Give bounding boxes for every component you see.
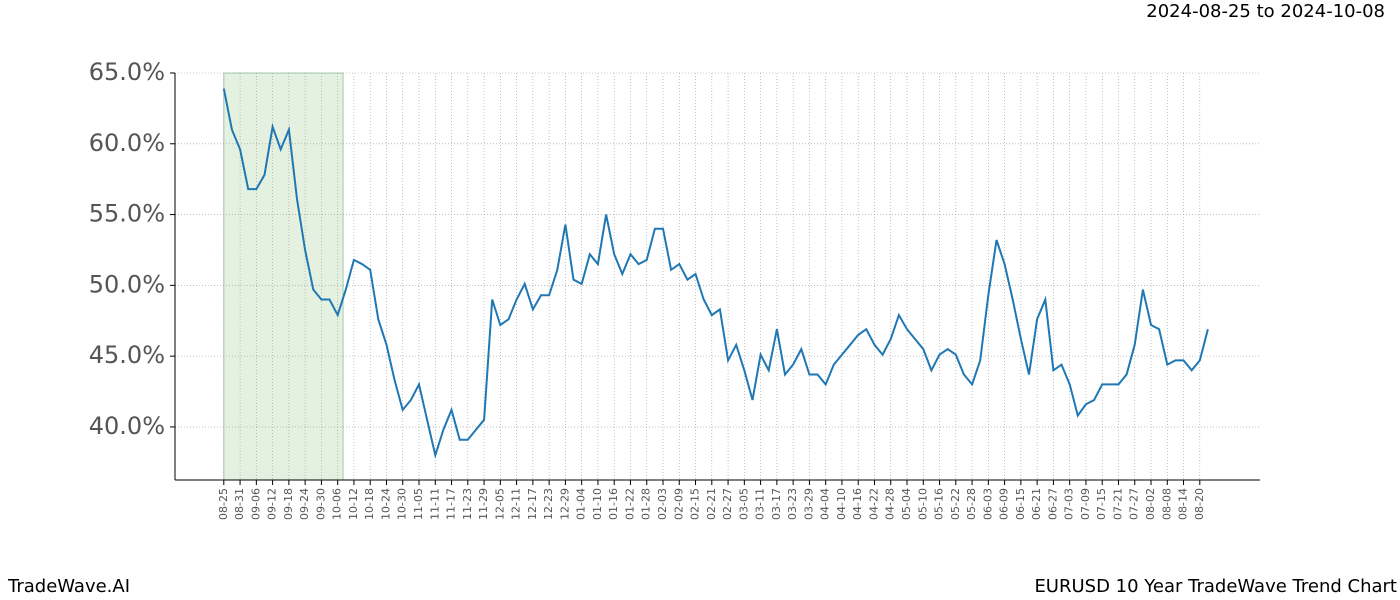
y-tick-label: 60.0% <box>89 129 165 157</box>
chart-title: EURUSD 10 Year TradeWave Trend Chart <box>1034 576 1397 597</box>
x-tick-label: 10-06 <box>331 488 344 520</box>
y-tick-label: 40.0% <box>89 412 165 440</box>
x-tick-label: 12-29 <box>558 488 571 520</box>
x-tick-label: 12-23 <box>542 488 555 520</box>
x-tick-label: 08-14 <box>1177 488 1190 520</box>
x-tick-label: 01-04 <box>575 488 588 520</box>
x-tick-label: 07-09 <box>1079 488 1092 520</box>
highlight-band <box>223 72 344 481</box>
x-tick-label: 02-27 <box>721 488 734 520</box>
x-tick-label: 01-22 <box>623 488 636 520</box>
y-tick-label: 45.0% <box>89 341 165 369</box>
x-tick-label: 06-21 <box>1030 488 1043 520</box>
x-tick-label: 03-23 <box>786 488 799 520</box>
brand: TradeWave.AI <box>7 576 130 597</box>
x-tick-label: 09-30 <box>314 488 327 520</box>
x-tick-label: 05-04 <box>900 488 913 520</box>
x-tick-label: 08-20 <box>1193 488 1206 520</box>
x-tick-label: 10-24 <box>379 488 392 520</box>
x-tick-label: 07-03 <box>1063 488 1076 520</box>
x-tick-label: 12-11 <box>510 488 523 520</box>
y-tick-label: 55.0% <box>89 200 165 228</box>
x-tick-label: 05-10 <box>916 488 929 520</box>
x-tick-label: 07-27 <box>1128 488 1141 520</box>
x-tick-label: 04-28 <box>884 488 897 520</box>
x-tick-label: 02-15 <box>689 488 702 520</box>
x-tick-label: 09-12 <box>266 488 279 520</box>
x-tick-label: 08-31 <box>233 488 246 520</box>
x-tick-label: 08-08 <box>1160 488 1173 520</box>
x-tick-label: 04-16 <box>851 488 864 520</box>
x-tick-label: 09-18 <box>282 488 295 520</box>
x-tick-label: 05-16 <box>933 488 946 520</box>
x-tick-label: 10-12 <box>347 488 360 520</box>
x-tick-label: 02-03 <box>656 488 669 520</box>
x-tick-label: 09-06 <box>249 488 262 520</box>
x-tick-label: 03-17 <box>770 488 783 520</box>
x-tick-label: 11-29 <box>477 488 490 520</box>
x-tick-label: 09-24 <box>298 488 311 520</box>
x-tick-label: 01-16 <box>607 488 620 520</box>
x-tick-label: 04-10 <box>835 488 848 520</box>
x-tick-label: 03-05 <box>737 488 750 520</box>
x-tick-label: 06-03 <box>981 488 994 520</box>
y-tick-label: 50.0% <box>89 270 165 298</box>
x-tick-label: 02-21 <box>705 488 718 520</box>
x-tick-label: 03-29 <box>802 488 815 520</box>
x-tick-label: 04-04 <box>819 488 832 520</box>
x-tick-label: 05-28 <box>965 488 978 520</box>
x-tick-label: 11-17 <box>445 488 458 520</box>
x-tick-label: 12-05 <box>493 488 506 520</box>
x-tick-label: 01-28 <box>640 488 653 520</box>
x-tick-label: 08-25 <box>217 488 230 520</box>
x-tick-label: 03-11 <box>754 488 767 520</box>
x-tick-label: 04-22 <box>867 488 880 520</box>
x-tick-label: 05-22 <box>949 488 962 520</box>
x-tick-label: 01-10 <box>591 488 604 520</box>
x-tick-label: 06-09 <box>998 488 1011 520</box>
x-tick-label: 07-15 <box>1095 488 1108 520</box>
x-tick-label: 12-17 <box>526 488 539 520</box>
x-tick-label: 07-21 <box>1111 488 1124 520</box>
x-tick-label: 08-02 <box>1144 488 1157 520</box>
x-tick-label: 10-30 <box>396 488 409 520</box>
x-tick-label: 02-09 <box>672 488 685 520</box>
subtitle: 2024-08-25 to 2024-10-08 <box>1146 1 1385 22</box>
x-tick-label: 10-18 <box>363 488 376 520</box>
x-tick-label: 06-27 <box>1046 488 1059 520</box>
x-tick-label: 11-23 <box>461 488 474 520</box>
x-tick-label: 06-15 <box>1014 488 1027 520</box>
trend-line <box>222 88 1209 459</box>
x-tick-label: 11-05 <box>412 488 425 520</box>
x-tick-label: 11-11 <box>428 488 441 520</box>
y-tick-label: 65.0% <box>89 58 165 86</box>
